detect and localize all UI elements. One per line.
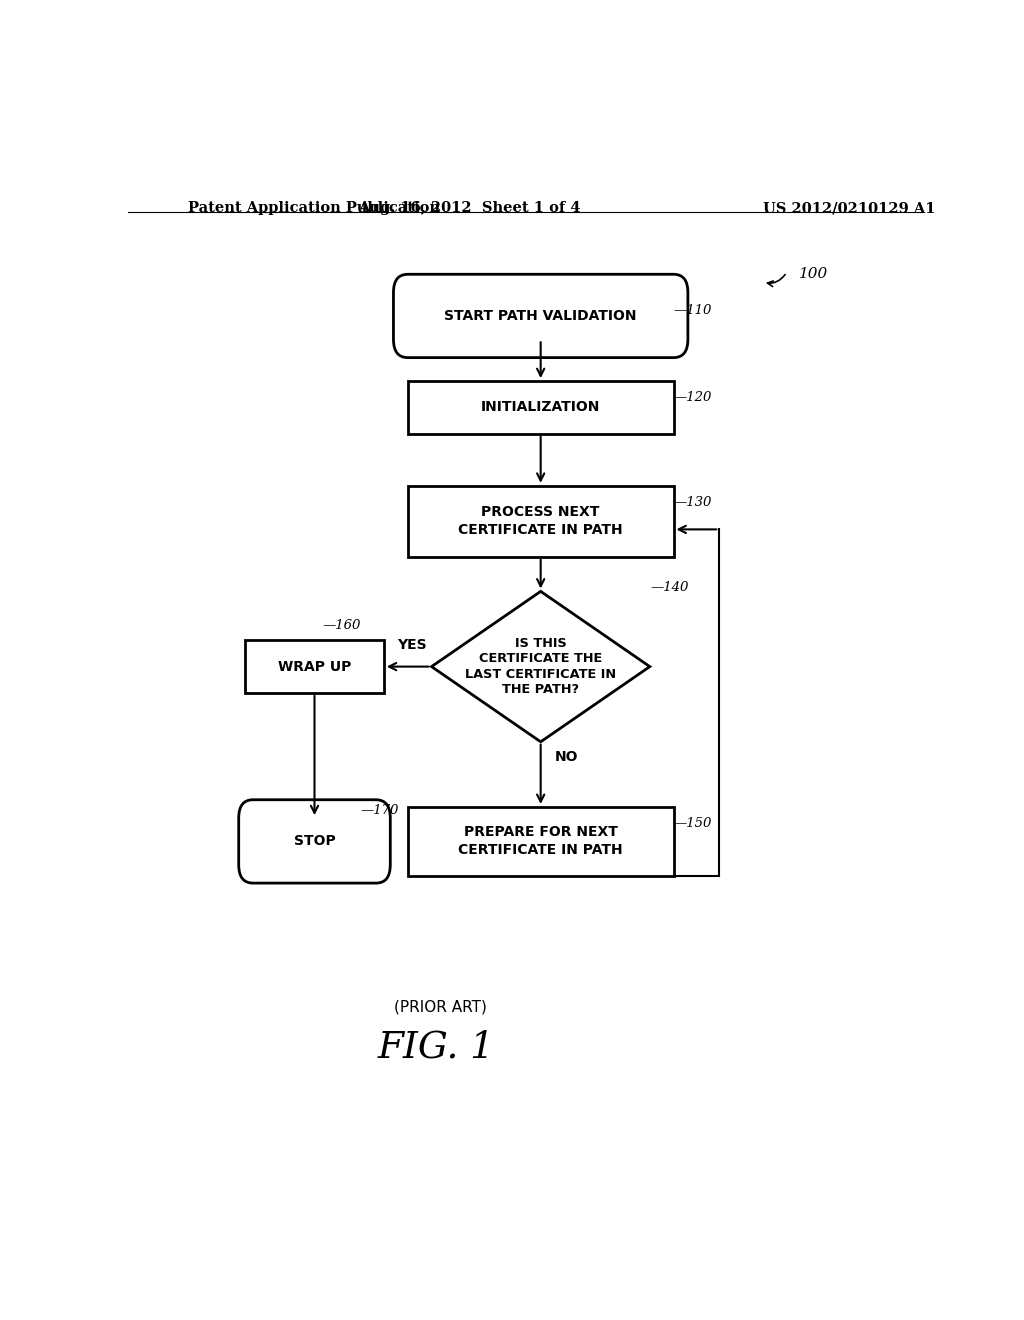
Text: STOP: STOP [294, 834, 336, 849]
Text: —150: —150 [674, 817, 713, 830]
Text: FIG. 1: FIG. 1 [378, 1030, 496, 1065]
FancyBboxPatch shape [408, 807, 674, 876]
FancyBboxPatch shape [408, 381, 674, 434]
Text: YES: YES [397, 639, 427, 652]
Text: WRAP UP: WRAP UP [278, 660, 351, 673]
Text: —120: —120 [674, 391, 713, 404]
Polygon shape [431, 591, 650, 742]
Text: PROCESS NEXT
CERTIFICATE IN PATH: PROCESS NEXT CERTIFICATE IN PATH [459, 506, 623, 537]
Text: 100: 100 [799, 267, 827, 281]
Text: NO: NO [555, 750, 579, 764]
Text: —170: —170 [360, 804, 399, 817]
FancyBboxPatch shape [245, 640, 384, 693]
Text: PREPARE FOR NEXT
CERTIFICATE IN PATH: PREPARE FOR NEXT CERTIFICATE IN PATH [459, 825, 623, 858]
Text: US 2012/0210129 A1: US 2012/0210129 A1 [763, 201, 935, 215]
Text: —110: —110 [674, 305, 713, 317]
Text: INITIALIZATION: INITIALIZATION [481, 400, 600, 414]
Text: Patent Application Publication: Patent Application Publication [187, 201, 439, 215]
FancyBboxPatch shape [408, 486, 674, 557]
Text: —160: —160 [323, 619, 360, 632]
Text: —140: —140 [650, 581, 688, 594]
Text: —130: —130 [674, 496, 713, 510]
FancyBboxPatch shape [393, 275, 688, 358]
Text: START PATH VALIDATION: START PATH VALIDATION [444, 309, 637, 323]
FancyBboxPatch shape [239, 800, 390, 883]
Text: Aug. 16, 2012  Sheet 1 of 4: Aug. 16, 2012 Sheet 1 of 4 [358, 201, 581, 215]
Text: IS THIS
CERTIFICATE THE
LAST CERTIFICATE IN
THE PATH?: IS THIS CERTIFICATE THE LAST CERTIFICATE… [465, 636, 616, 697]
Text: (PRIOR ART): (PRIOR ART) [394, 1001, 486, 1015]
